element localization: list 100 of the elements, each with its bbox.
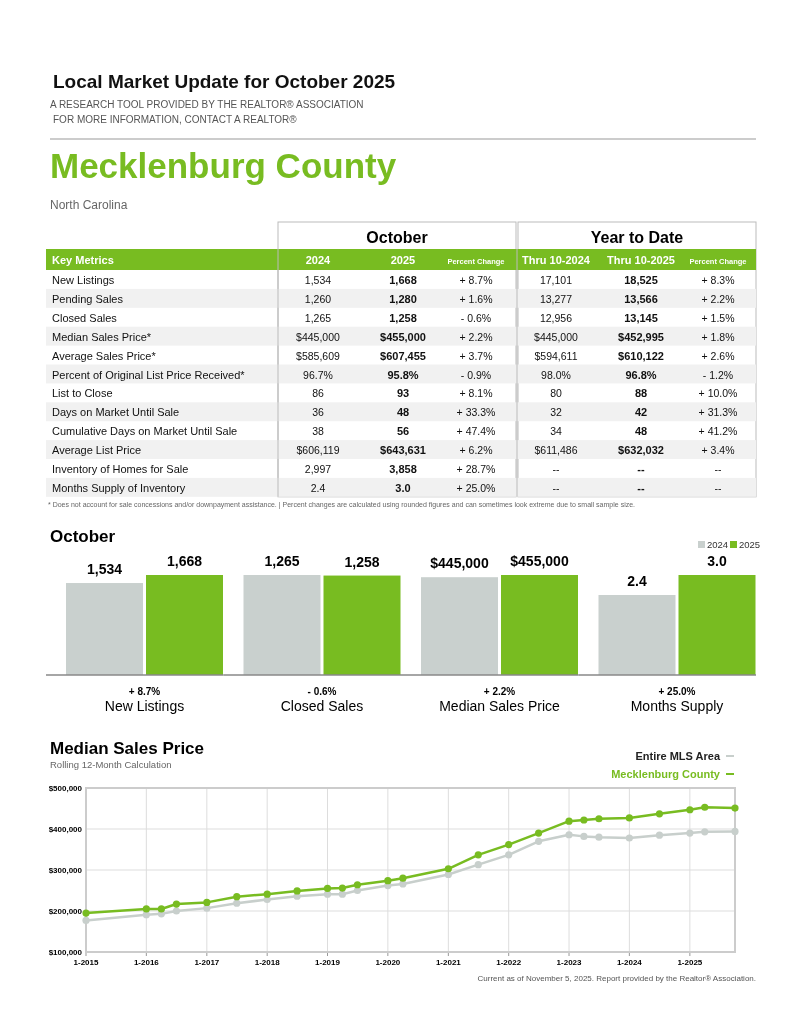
data-label: $455,000	[510, 553, 569, 569]
text: + 2.2%	[701, 292, 735, 305]
legend-label: Mecklenburg County	[611, 768, 721, 780]
x-tick-label: 1-2022	[496, 958, 522, 967]
text: North Carolina	[50, 198, 128, 212]
text: 32	[550, 406, 562, 419]
text: 36	[312, 406, 324, 419]
category-label: Thru 10-2024	[522, 254, 591, 266]
legend-label: Entire MLS Area	[635, 750, 721, 762]
point	[142, 911, 150, 919]
text: + 33.3%	[456, 406, 496, 419]
point	[474, 851, 482, 859]
text: --	[714, 463, 722, 475]
point	[535, 829, 543, 837]
category-label: Thru 10-2025	[607, 254, 675, 266]
x-axis-title: Closed Sales	[280, 698, 364, 714]
x-tick-label: 1-2023	[556, 958, 583, 967]
text: $445,000	[534, 330, 578, 343]
point	[686, 806, 694, 814]
point	[233, 893, 241, 901]
text: + 3.4%	[701, 444, 735, 457]
text: 38	[312, 425, 324, 438]
point	[565, 831, 573, 839]
x-tick-label: 1-2021	[435, 958, 462, 967]
category-label: Key Metrics	[52, 254, 114, 266]
text: + 2.6%	[701, 349, 735, 362]
text: Mecklenburg County	[50, 146, 397, 185]
text: + 47.4%	[456, 425, 496, 438]
text: 12,956	[539, 311, 573, 324]
text: + 41.2%	[698, 425, 738, 438]
point	[444, 865, 452, 873]
text: $607,455	[380, 349, 426, 362]
text: + 1.5%	[701, 311, 735, 324]
text: + 2.2%	[483, 686, 516, 697]
data-label: 1,265	[264, 553, 300, 569]
text: $606,119	[296, 444, 340, 457]
data-label: 1,534	[86, 561, 123, 578]
category-label: 2024	[707, 539, 729, 550]
text: 3,858	[389, 463, 417, 475]
text: --	[552, 481, 560, 494]
text: Current as of November 5, 2025. Report provided by the Realtor® Association.	[477, 974, 756, 983]
text: 86	[312, 387, 324, 400]
text: + 3.7%	[459, 349, 493, 362]
x-tick-label: 1-2024	[616, 958, 643, 967]
text: 96.8%	[625, 368, 657, 381]
category-label: Closed Sales	[52, 311, 117, 324]
data-label: 1,258	[344, 553, 380, 570]
text: - 0.9%	[460, 368, 492, 381]
point	[505, 840, 513, 849]
text: + 1.8%	[701, 330, 735, 343]
text: 88	[634, 387, 648, 400]
point	[293, 887, 301, 895]
point	[399, 874, 407, 882]
point	[655, 831, 664, 839]
text: + 10.0%	[698, 387, 738, 400]
text: + 8.3%	[701, 274, 735, 286]
chart-title: October	[50, 527, 116, 546]
text: Local Market Update for October 2025	[53, 71, 396, 92]
x-tick-label: 1-2015	[73, 958, 99, 967]
text: + 2.2%	[459, 330, 493, 343]
text: A RESEARCH TOOL PROVIDED BY THE REALTOR® ASSOCIATION	[50, 99, 364, 110]
point	[535, 837, 543, 845]
y-tick-label: $200,000	[48, 907, 83, 916]
text: 95.8%	[387, 368, 419, 381]
text: 48	[634, 425, 648, 438]
text: + 25.0%	[456, 481, 496, 494]
point	[731, 804, 739, 812]
point	[338, 884, 346, 892]
point	[625, 814, 633, 822]
text: $455,000	[380, 330, 426, 343]
text: 42	[634, 406, 648, 419]
point	[323, 884, 332, 893]
text: --	[637, 463, 645, 475]
category-label: List to Close	[52, 387, 113, 400]
text: $632,032	[618, 444, 664, 457]
text: 1,258	[389, 311, 417, 324]
text: 1,668	[389, 274, 417, 286]
text: --	[637, 481, 645, 494]
text: + 8.7%	[459, 274, 493, 286]
point	[625, 834, 633, 842]
point	[580, 832, 588, 840]
category-label: Inventory of Homes for Sale	[52, 463, 189, 475]
category-label: Median Sales Price*	[52, 330, 152, 343]
text: + 28.7%	[456, 463, 496, 475]
point	[701, 828, 709, 836]
text: 80	[550, 387, 562, 400]
text: 96.7%	[303, 368, 333, 381]
text: + 25.0%	[658, 686, 696, 697]
category-label: Average List Price	[52, 444, 142, 457]
text: 48	[396, 406, 410, 419]
point	[595, 833, 603, 841]
category-label: 2025	[739, 539, 761, 550]
text: + 31.3%	[698, 406, 738, 419]
text: 1,280	[389, 292, 417, 305]
data-label: 3.0	[707, 553, 727, 569]
point	[701, 803, 709, 811]
point	[731, 827, 739, 836]
point	[338, 890, 346, 898]
x-tick-label: 1-2025	[677, 958, 703, 967]
text: $445,000	[296, 330, 340, 343]
